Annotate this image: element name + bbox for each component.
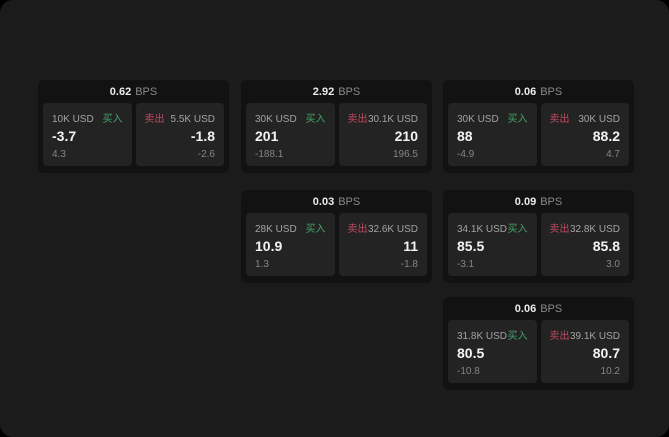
buy-price-value: 88	[457, 128, 473, 145]
bps-header: 0.03 BPS	[241, 190, 432, 213]
bps-value: 0.62	[109, 85, 132, 98]
buy-notional-label: 30K USD	[457, 114, 499, 125]
quote-card-1: 0.62 BPS 10K USD 买入 -3.7 4.3 卖出 5.5K USD…	[38, 80, 229, 173]
bps-unit-label: BPS	[338, 85, 361, 98]
buy-side-label: 买入	[507, 114, 528, 125]
quote-card-5: 0.09 BPS 34.1K USD 买入 85.5 -3.1 卖出 32.8K…	[443, 190, 634, 283]
bps-unit-label: BPS	[540, 195, 563, 208]
buy-delta-value: -10.8	[457, 365, 480, 377]
buy-side-label: 买入	[507, 224, 528, 235]
bps-header: 0.09 BPS	[443, 190, 634, 213]
bps-unit-label: BPS	[540, 302, 563, 315]
sell-notional-label: 32.6K USD	[367, 224, 418, 235]
bps-value: 2.92	[312, 85, 335, 98]
sell-delta-value: 3.0	[606, 258, 620, 270]
sell-delta-value: 10.2	[600, 365, 620, 377]
buy-price-value: -3.7	[52, 128, 77, 145]
quote-card-6: 0.06 BPS 31.8K USD 买入 80.5 -10.8 卖出 39.1…	[443, 297, 634, 390]
buy-price-value: 10.9	[255, 238, 283, 255]
quote-body: 30K USD 买入 201 -188.1 卖出 30.1K USD 210 1…	[246, 103, 427, 166]
buy-side-label: 买入	[305, 114, 326, 125]
sell-panel[interactable]: 卖出 32.8K USD 85.8 3.0	[540, 213, 629, 276]
quote-card-4: 0.03 BPS 28K USD 买入 10.9 1.3 卖出 32.6K US…	[241, 190, 432, 283]
sell-panel[interactable]: 卖出 30K USD 88.2 4.7	[540, 103, 629, 166]
quote-body: 31.8K USD 买入 80.5 -10.8 卖出 39.1K USD 80.…	[448, 320, 629, 383]
sell-price-value: 85.8	[592, 238, 620, 255]
sell-price-value: 80.7	[592, 345, 620, 362]
bps-header: 2.92 BPS	[241, 80, 432, 103]
sell-side-label: 卖出	[347, 224, 368, 235]
bps-header: 0.06 BPS	[443, 80, 634, 103]
bps-unit-label: BPS	[338, 195, 361, 208]
bps-value: 0.06	[514, 85, 537, 98]
buy-panel[interactable]: 30K USD 买入 201 -188.1	[246, 103, 335, 166]
quote-body: 34.1K USD 买入 85.5 -3.1 卖出 32.8K USD 85.8…	[448, 213, 629, 276]
buy-notional-label: 34.1K USD	[457, 224, 508, 235]
sell-delta-value: 4.7	[606, 148, 620, 160]
sell-price-value: 210	[394, 128, 418, 145]
sell-price-value: -1.8	[190, 128, 215, 145]
bps-unit-label: BPS	[135, 85, 158, 98]
sell-side-label: 卖出	[347, 114, 368, 125]
sell-panel[interactable]: 卖出 30.1K USD 210 196.5	[338, 103, 427, 166]
buy-price-value: 201	[255, 128, 279, 145]
bps-value: 0.06	[514, 302, 537, 315]
buy-notional-label: 31.8K USD	[457, 331, 508, 342]
buy-side-label: 买入	[507, 331, 528, 342]
buy-delta-value: 1.3	[255, 258, 269, 270]
buy-panel[interactable]: 31.8K USD 买入 80.5 -10.8	[448, 320, 537, 383]
buy-side-label: 买入	[102, 114, 123, 125]
sell-panel[interactable]: 卖出 32.6K USD 11 -1.8	[338, 213, 427, 276]
sell-side-label: 卖出	[549, 331, 570, 342]
sell-price-value: 88.2	[592, 128, 620, 145]
bps-unit-label: BPS	[540, 85, 563, 98]
bps-header: 0.62 BPS	[38, 80, 229, 103]
sell-notional-label: 32.8K USD	[569, 224, 620, 235]
bps-header: 0.06 BPS	[443, 297, 634, 320]
sell-delta-value: 196.5	[392, 148, 418, 160]
sell-panel[interactable]: 卖出 39.1K USD 80.7 10.2	[540, 320, 629, 383]
quote-body: 10K USD 买入 -3.7 4.3 卖出 5.5K USD -1.8 -2.…	[43, 103, 224, 166]
sell-price-value: 11	[403, 238, 418, 255]
bps-value: 0.03	[312, 195, 335, 208]
sell-side-label: 卖出	[549, 224, 570, 235]
quote-card-2: 2.92 BPS 30K USD 买入 201 -188.1 卖出 30.1K …	[241, 80, 432, 173]
buy-delta-value: -3.1	[457, 258, 475, 270]
buy-panel[interactable]: 34.1K USD 买入 85.5 -3.1	[448, 213, 537, 276]
buy-panel[interactable]: 10K USD 买入 -3.7 4.3	[43, 103, 132, 166]
sell-notional-label: 5.5K USD	[170, 114, 215, 125]
quote-body: 28K USD 买入 10.9 1.3 卖出 32.6K USD 11 -1.8	[246, 213, 427, 276]
sell-notional-label: 30K USD	[578, 114, 620, 125]
quote-card-3: 0.06 BPS 30K USD 买入 88 -4.9 卖出 30K USD 8…	[443, 80, 634, 173]
buy-delta-value: -4.9	[457, 148, 475, 160]
bps-value: 0.09	[514, 195, 537, 208]
buy-notional-label: 28K USD	[255, 224, 297, 235]
buy-delta-value: 4.3	[52, 148, 66, 160]
buy-panel[interactable]: 30K USD 买入 88 -4.9	[448, 103, 537, 166]
buy-panel[interactable]: 28K USD 买入 10.9 1.3	[246, 213, 335, 276]
buy-price-value: 85.5	[457, 238, 485, 255]
sell-panel[interactable]: 卖出 5.5K USD -1.8 -2.6	[135, 103, 224, 166]
buy-notional-label: 10K USD	[52, 114, 94, 125]
sell-notional-label: 30.1K USD	[367, 114, 418, 125]
quote-body: 30K USD 买入 88 -4.9 卖出 30K USD 88.2 4.7	[448, 103, 629, 166]
buy-notional-label: 30K USD	[255, 114, 297, 125]
sell-delta-value: -1.8	[400, 258, 418, 270]
buy-side-label: 买入	[305, 224, 326, 235]
buy-price-value: 80.5	[457, 345, 485, 362]
sell-delta-value: -2.6	[197, 148, 215, 160]
sell-notional-label: 39.1K USD	[569, 331, 620, 342]
buy-delta-value: -188.1	[255, 148, 284, 160]
sell-side-label: 卖出	[144, 114, 165, 125]
sell-side-label: 卖出	[549, 114, 570, 125]
